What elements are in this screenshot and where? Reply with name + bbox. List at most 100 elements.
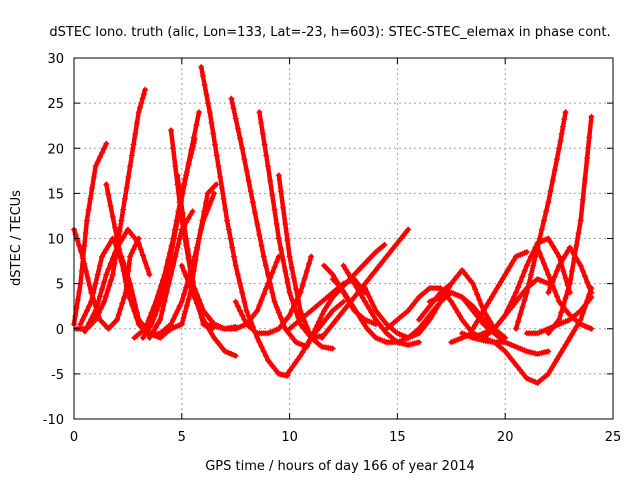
data-point-marker [258, 343, 265, 350]
data-point-marker [155, 303, 162, 310]
data-point-marker [536, 235, 543, 242]
data-point-marker [101, 298, 108, 305]
data-point-marker [263, 152, 270, 159]
data-point-marker [232, 352, 239, 359]
data-point-marker [202, 199, 209, 206]
data-point-marker [155, 320, 162, 327]
data-point-marker [144, 320, 151, 327]
data-point-marker [562, 341, 569, 348]
data-point-marker [317, 314, 324, 321]
data-point-marker [83, 267, 90, 274]
data-point-marker [127, 253, 134, 260]
data-point-marker [118, 258, 125, 265]
data-point-marker [357, 291, 364, 298]
data-point-marker [225, 226, 232, 233]
data-point-marker [562, 275, 569, 282]
data-point-marker [472, 286, 479, 293]
data-point-marker [584, 278, 591, 285]
data-point-marker [405, 226, 412, 233]
series-43 [534, 244, 595, 332]
series-11 [146, 208, 196, 341]
data-point-marker [306, 260, 313, 267]
data-point-marker [260, 291, 267, 298]
data-point-marker [215, 163, 222, 170]
chart-title: dSTEC Iono. truth (alic, Lon=133, Lat=-2… [49, 25, 610, 40]
data-point-marker [153, 307, 160, 314]
data-point-marker [265, 163, 272, 170]
data-point-marker [105, 242, 112, 249]
y-tick-label: 5 [56, 278, 64, 293]
data-point-marker [193, 244, 200, 251]
data-point-marker [566, 244, 573, 251]
data-point-marker [564, 338, 571, 345]
data-point-marker [179, 210, 186, 217]
series-36 [469, 249, 530, 332]
data-point-marker [86, 320, 93, 327]
data-point-marker [275, 172, 282, 179]
data-point-marker [450, 302, 457, 309]
data-point-marker [277, 246, 284, 253]
x-tick-label: 5 [178, 430, 186, 445]
data-point-marker [588, 325, 595, 332]
data-point-marker [178, 298, 185, 305]
data-point-marker [472, 322, 479, 329]
tick-marks [73, 57, 614, 420]
data-point-marker [230, 253, 237, 260]
data-point-marker [229, 244, 236, 251]
data-point-marker [575, 230, 582, 237]
data-point-marker [362, 285, 369, 292]
data-point-marker [288, 264, 295, 271]
data-point-marker [136, 104, 143, 111]
data-point-marker [121, 295, 128, 302]
data-point-marker [161, 298, 168, 305]
data-point-marker [549, 177, 556, 184]
data-point-marker [256, 339, 263, 346]
data-point-marker [340, 262, 347, 269]
data-point-marker [99, 286, 106, 293]
data-point-marker [183, 219, 190, 226]
data-point-marker [163, 289, 170, 296]
data-point-marker [478, 311, 485, 318]
data-point-marker [301, 318, 308, 325]
data-point-marker [353, 284, 360, 291]
data-point-marker [140, 91, 147, 98]
data-point-marker [545, 348, 552, 355]
data-point-marker [549, 242, 556, 249]
data-point-marker [519, 304, 526, 311]
data-point-marker [588, 289, 595, 296]
data-point-marker [545, 235, 552, 242]
data-point-marker [148, 321, 155, 328]
data-point-marker [245, 177, 252, 184]
data-point-marker [133, 309, 140, 316]
data-point-marker [577, 217, 584, 224]
data-point-marker [260, 253, 267, 260]
data-point-marker [200, 217, 207, 224]
data-point-marker [547, 367, 554, 374]
data-point-marker [560, 345, 567, 352]
data-point-marker [121, 195, 128, 202]
data-point-marker [101, 145, 108, 152]
data-point-marker [275, 309, 282, 316]
data-point-marker [280, 257, 287, 264]
data-point-marker [88, 316, 95, 323]
data-point-marker [198, 311, 205, 318]
data-point-marker [206, 327, 213, 334]
data-point-marker [133, 119, 140, 126]
data-point-marker [489, 293, 496, 300]
data-point-marker [448, 298, 455, 305]
data-point-marker [213, 152, 220, 159]
data-point-marker [135, 240, 142, 247]
data-point-marker [76, 288, 83, 295]
series-27 [340, 262, 422, 348]
data-point-marker [92, 307, 99, 314]
data-point-marker [562, 109, 569, 116]
series-18 [200, 253, 282, 332]
data-point-marker [510, 294, 517, 301]
data-point-marker [534, 244, 541, 251]
data-point-marker [474, 318, 481, 325]
data-point-marker [259, 130, 266, 137]
data-point-marker [566, 334, 573, 341]
data-point-marker [584, 155, 591, 162]
data-point-marker [271, 298, 278, 305]
data-point-marker [355, 287, 362, 294]
